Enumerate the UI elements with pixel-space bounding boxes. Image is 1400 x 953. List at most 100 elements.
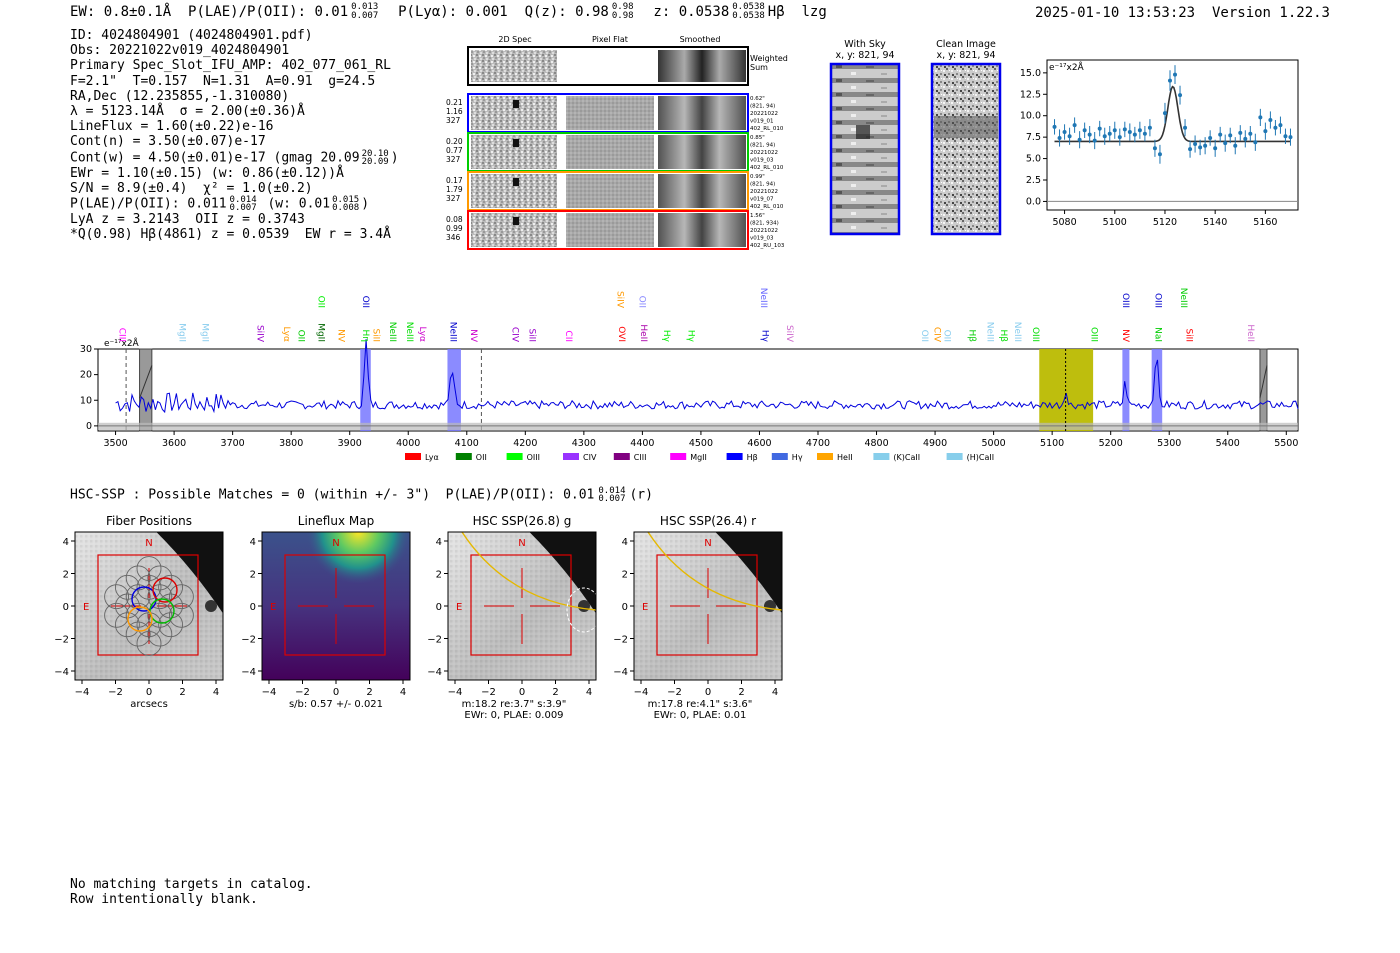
spectrum-xtick-label: 3600 — [162, 438, 186, 449]
hsc-fiber — [147, 602, 173, 628]
spec2d-row-right-label: v019_01 — [750, 119, 774, 125]
spectrum-xtick-label: 4900 — [923, 438, 947, 449]
hsc-aperture-box — [656, 554, 758, 656]
spectrum-line-label: MgII — [176, 323, 186, 342]
spectrum-line-label-text: CIII — [117, 328, 127, 342]
spectrum-mask-hatch — [1259, 365, 1268, 399]
info-ewr: EWr = 1.10(±0.15) (w: 0.86(±0.12))Å — [70, 165, 344, 181]
hsc-ytick-label: −4 — [613, 667, 628, 678]
spectrum-line-label-text: Lyα — [417, 327, 427, 343]
hsc-fiber — [168, 584, 194, 610]
hsc-xtick-label: −4 — [262, 687, 277, 698]
spectrum-line-label: OIII — [1120, 293, 1130, 308]
hsc-ytick-label: 2 — [622, 570, 628, 581]
hsc-fiber — [168, 602, 194, 628]
spectrum-line-label: SiII — [526, 328, 536, 342]
hsc-panel-title: HSC SSP(26.4) r — [660, 514, 756, 528]
spectrum-xtick-label: 4300 — [572, 438, 596, 449]
spectrum-line-label-text: Hγ — [661, 330, 671, 343]
spectrum-line-label: SiII — [371, 328, 381, 342]
spectrum-line-label-text: CIV — [509, 327, 519, 343]
spec2d-row-right-label: 0.99" — [750, 174, 765, 180]
line-fit-point — [1102, 134, 1107, 139]
clean-source-band — [934, 116, 998, 138]
spectrum-line-label-text: OII — [919, 330, 929, 342]
spectrum-line-label-text: SiIV — [784, 325, 794, 343]
spectrum-legend-swatch — [946, 453, 963, 460]
spectrum-line-label-text: OII — [316, 296, 326, 308]
line-fit-point — [1132, 132, 1137, 137]
spec2d-row-left-label: 327 — [446, 116, 461, 125]
spectrum-line-label: OII — [919, 330, 929, 342]
spectrum-legend-label: Lyα — [425, 453, 439, 462]
spectrum-frame — [97, 348, 1299, 432]
line-fit-point — [1218, 132, 1223, 137]
spectrum-legend-label: MgII — [690, 453, 707, 462]
spectrum-line-label: NeIII — [404, 322, 414, 342]
spectrum-line-label: Lyα — [281, 327, 291, 343]
hsc-xtick-label: 2 — [179, 687, 185, 698]
spec2d-row-flat — [566, 135, 654, 169]
hsc-xtick-label: −4 — [75, 687, 90, 698]
spectrum-line-label-text: NeIII — [1178, 288, 1188, 308]
spectrum-legend-swatch — [817, 453, 833, 460]
line-fit-ytick-label: 10.0 — [1020, 111, 1041, 122]
header-z-hi: 0.0538 — [732, 2, 765, 12]
spectrum-line-label-text: OVI — [616, 326, 626, 342]
hsc-east-label: E — [456, 602, 462, 613]
hsc-ytick-label: −2 — [613, 635, 628, 646]
spectrum-xtick-label: 4400 — [630, 438, 654, 449]
spectrum-xtick-label: 4000 — [396, 438, 420, 449]
spectrum-highlight-band — [1151, 349, 1163, 431]
line-fit-point — [1082, 128, 1087, 133]
line-fit-point — [1057, 136, 1062, 140]
hsc-xtick-label: 0 — [146, 687, 152, 698]
spectrum-xtick-label: 3500 — [103, 438, 127, 449]
spectrum-line-label-text: NaI — [1153, 327, 1163, 342]
header-code: lzg — [801, 4, 827, 20]
hsc-ytick-label: −2 — [54, 635, 69, 646]
spectrum-line-label-text: NeIII — [758, 288, 768, 308]
spectrum-line-label: CIV — [509, 327, 519, 343]
spec2d-col-title-0: 2D Spec — [498, 35, 531, 44]
spectrum-xtick-label: 5300 — [1157, 438, 1181, 449]
spectrum-line-label-text: NeIII — [1012, 322, 1022, 342]
spectrum-line-label-text: Lyα — [281, 327, 291, 343]
hsc-fiber — [158, 593, 184, 619]
hsc-ytick-label: −4 — [54, 667, 69, 678]
spec2d-row-right-label: v019_03 — [750, 236, 774, 242]
header-plae-lo: 0.007 — [351, 11, 379, 21]
hsc-ytick-label: −4 — [241, 667, 256, 678]
info-plae-w-lo: 0.008 — [332, 203, 360, 214]
line-fit-ytick-label: 2.5 — [1026, 175, 1041, 186]
spec2d-panel: 2D Spec Pixel Flat Smoothed Weighted Sum… — [446, 35, 788, 250]
spec2d-row-left-label: 1.79 — [446, 185, 463, 194]
header-plae-hi: 0.013 — [351, 2, 379, 12]
spectrum-legend-swatch — [873, 453, 890, 460]
spectrum-legend-label: CIV — [583, 453, 597, 462]
spectrum-line-label-text: OII — [636, 296, 646, 308]
hsc-fiber — [125, 621, 151, 647]
spectrum-legend-label: CIII — [634, 453, 647, 462]
spectrum-xtick-label: 4200 — [513, 438, 537, 449]
info-lineflux: LineFlux = 1.60(±0.22)e-16 — [70, 119, 274, 135]
line-fit-point — [1062, 130, 1067, 134]
hsc-bright-source — [715, 532, 782, 614]
spectrum-line-label: OVI — [616, 326, 626, 342]
header-qz-hi: 0.98 — [611, 2, 634, 12]
info-plae: P(LAE)/P(OII): 0.011 0.014 0.007 (w: 0.01 0… — [70, 196, 399, 214]
spectrum-line-label-text: MgII — [316, 323, 326, 342]
spectrum-unit: e⁻¹⁷x2Å — [104, 337, 140, 349]
info-primary: Primary Spec_Slot_IFU_AMP: 402_077_061_R… — [70, 58, 391, 74]
line-fit-point — [1052, 124, 1057, 129]
hsc-north-label: N — [332, 538, 339, 549]
line-fit-point — [1208, 136, 1213, 140]
hsc-panel-caption: EWr: 0, PLAE: 0.01 — [654, 710, 747, 721]
spectrum-xtick-label: 4700 — [806, 438, 830, 449]
spec2d-row-right-label: v019_03 — [750, 158, 774, 164]
line-fit-point — [1137, 128, 1142, 133]
spec2d-row-right-label: 1.56" — [750, 213, 765, 219]
info-plae-end: ) — [361, 196, 370, 212]
spectrum-line-label-text: Hβ — [998, 329, 1008, 342]
spec2d-sum-2d — [471, 50, 557, 82]
